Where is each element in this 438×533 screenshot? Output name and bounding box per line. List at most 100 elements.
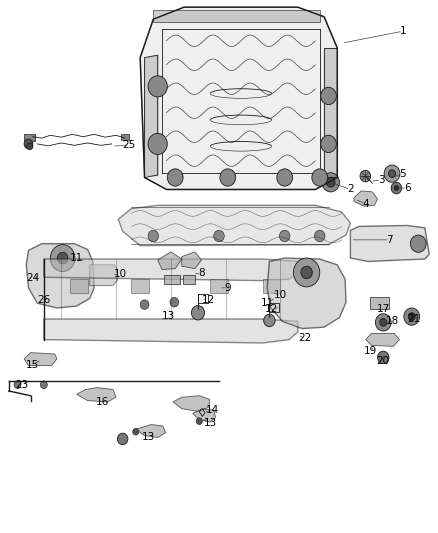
Circle shape bbox=[50, 245, 75, 271]
Text: 12: 12 bbox=[201, 295, 215, 305]
Text: 21: 21 bbox=[407, 314, 420, 324]
Text: 22: 22 bbox=[298, 333, 311, 343]
Circle shape bbox=[322, 173, 339, 192]
Text: 1: 1 bbox=[399, 26, 406, 36]
Text: 8: 8 bbox=[198, 269, 205, 278]
Bar bbox=[131, 279, 149, 293]
Polygon shape bbox=[136, 424, 166, 438]
Bar bbox=[164, 276, 180, 284]
Circle shape bbox=[133, 429, 139, 435]
Polygon shape bbox=[77, 387, 116, 402]
Circle shape bbox=[264, 314, 275, 327]
Circle shape bbox=[410, 235, 426, 252]
Circle shape bbox=[312, 169, 328, 186]
Text: 23: 23 bbox=[15, 379, 28, 390]
Circle shape bbox=[27, 143, 33, 150]
Circle shape bbox=[14, 381, 21, 389]
Text: 13: 13 bbox=[142, 432, 155, 442]
Polygon shape bbox=[350, 225, 429, 262]
Text: 12: 12 bbox=[265, 304, 278, 314]
Circle shape bbox=[394, 185, 399, 190]
Text: 11: 11 bbox=[70, 253, 83, 263]
Circle shape bbox=[378, 351, 389, 364]
Circle shape bbox=[380, 319, 387, 326]
Circle shape bbox=[404, 308, 420, 325]
Text: Handle-RECLINER Diagram for 1DQ601KAAA: Handle-RECLINER Diagram for 1DQ601KAAA bbox=[110, 491, 328, 502]
Circle shape bbox=[148, 133, 167, 155]
Circle shape bbox=[117, 433, 128, 445]
Circle shape bbox=[196, 418, 202, 424]
Circle shape bbox=[24, 139, 33, 149]
Circle shape bbox=[148, 76, 167, 97]
Text: 19: 19 bbox=[364, 346, 377, 356]
Polygon shape bbox=[193, 409, 215, 422]
Circle shape bbox=[220, 169, 236, 186]
Text: 17: 17 bbox=[377, 304, 390, 314]
Bar bbox=[183, 276, 195, 284]
Text: 20: 20 bbox=[377, 356, 390, 366]
Bar bbox=[210, 279, 228, 293]
Circle shape bbox=[277, 169, 293, 186]
Polygon shape bbox=[140, 7, 337, 189]
Circle shape bbox=[148, 230, 159, 242]
Text: 13: 13 bbox=[204, 418, 217, 428]
Polygon shape bbox=[44, 259, 298, 280]
Bar bbox=[70, 279, 88, 293]
Polygon shape bbox=[173, 395, 209, 411]
Circle shape bbox=[214, 230, 224, 242]
Polygon shape bbox=[158, 252, 182, 270]
Text: 6: 6 bbox=[404, 183, 411, 193]
Circle shape bbox=[314, 230, 325, 242]
Polygon shape bbox=[26, 244, 94, 308]
Bar bbox=[263, 279, 280, 293]
Text: 2007 Dodge Caliber: 2007 Dodge Caliber bbox=[154, 511, 284, 524]
Bar bbox=[121, 134, 129, 140]
Text: 7: 7 bbox=[386, 235, 393, 245]
Polygon shape bbox=[366, 334, 399, 346]
Circle shape bbox=[301, 266, 312, 279]
Polygon shape bbox=[182, 252, 201, 269]
Polygon shape bbox=[24, 353, 57, 366]
Text: 11: 11 bbox=[261, 298, 274, 308]
Text: 3: 3 bbox=[378, 175, 385, 185]
Text: 18: 18 bbox=[385, 317, 399, 326]
Circle shape bbox=[40, 381, 47, 389]
Text: 9: 9 bbox=[224, 283, 231, 293]
Circle shape bbox=[140, 300, 149, 309]
Polygon shape bbox=[90, 265, 117, 286]
Text: 16: 16 bbox=[96, 397, 110, 407]
Bar bbox=[24, 134, 35, 141]
Bar bbox=[153, 10, 320, 21]
Circle shape bbox=[170, 297, 179, 307]
Text: 24: 24 bbox=[26, 273, 39, 283]
Circle shape bbox=[321, 87, 336, 104]
Polygon shape bbox=[354, 191, 378, 206]
Circle shape bbox=[384, 165, 400, 182]
Circle shape bbox=[167, 169, 183, 186]
Text: 10: 10 bbox=[114, 269, 127, 279]
Text: 14: 14 bbox=[206, 405, 219, 415]
Text: 2: 2 bbox=[347, 184, 354, 195]
Polygon shape bbox=[267, 258, 346, 328]
Circle shape bbox=[408, 313, 415, 320]
Circle shape bbox=[279, 230, 290, 242]
Text: 10: 10 bbox=[274, 290, 287, 300]
Bar bbox=[370, 297, 389, 309]
Circle shape bbox=[375, 314, 391, 331]
Circle shape bbox=[391, 182, 402, 194]
Circle shape bbox=[191, 305, 205, 320]
Text: 4: 4 bbox=[362, 199, 369, 209]
Polygon shape bbox=[44, 319, 298, 343]
Circle shape bbox=[321, 135, 336, 152]
Text: 26: 26 bbox=[37, 295, 50, 305]
Circle shape bbox=[360, 171, 371, 182]
Circle shape bbox=[57, 252, 68, 264]
Text: 15: 15 bbox=[26, 360, 39, 369]
Circle shape bbox=[389, 170, 396, 177]
Circle shape bbox=[293, 258, 320, 287]
Circle shape bbox=[326, 177, 335, 187]
Text: 13: 13 bbox=[162, 311, 175, 321]
Text: 5: 5 bbox=[399, 168, 406, 179]
Text: 25: 25 bbox=[123, 140, 136, 150]
Polygon shape bbox=[118, 205, 350, 246]
